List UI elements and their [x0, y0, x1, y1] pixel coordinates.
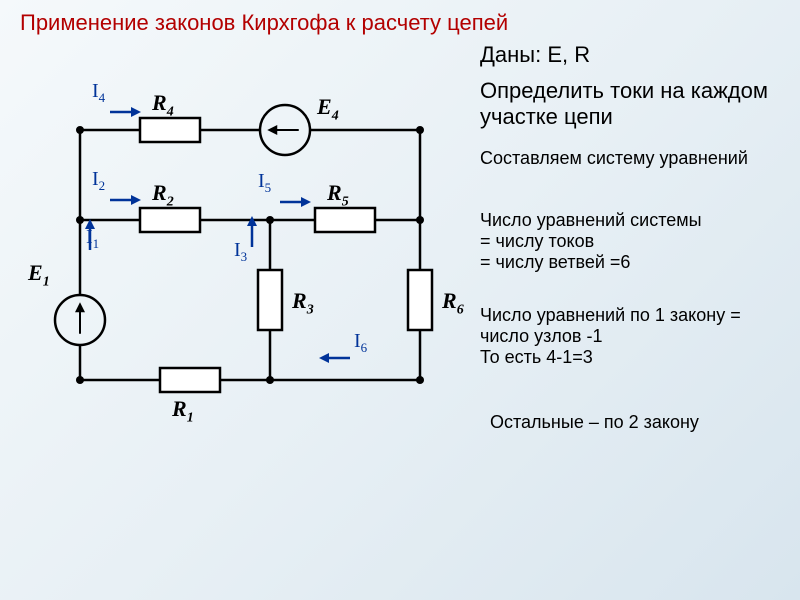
e4-label: E4 — [317, 94, 339, 124]
note-2: Число уравнений системы = числу токов = … — [480, 210, 780, 273]
i2-label: I2 — [92, 168, 105, 194]
i1-label: I1 — [86, 226, 99, 252]
note-3: Число уравнений по 1 закону = число узло… — [480, 305, 780, 368]
r5-label: R5 — [327, 180, 349, 210]
i5-label: I5 — [258, 170, 271, 196]
page-title: Применение законов Кирхгофа к расчету це… — [20, 10, 508, 36]
r1-label: R1 — [172, 396, 194, 426]
r6-label: R6 — [442, 288, 464, 318]
note-1: Составляем систему уравнений — [480, 148, 780, 169]
i3-label: I3 — [234, 239, 247, 265]
i6-label: I6 — [354, 330, 367, 356]
e1-label: E1 — [28, 260, 50, 290]
i4-label: I4 — [92, 80, 105, 106]
r3-label: R3 — [292, 288, 314, 318]
note-4: Остальные – по 2 закону — [490, 412, 790, 433]
r4-label: R4 — [152, 90, 174, 120]
given-text: Даны: Е, R — [480, 42, 590, 68]
r2-label: R2 — [152, 180, 174, 210]
task-text: Определить токи на каждом участке цепи — [480, 78, 780, 130]
circuit-diagram: R4R2R5R1R3R6E1E4I1I2I3I4I5I6 — [20, 100, 460, 430]
